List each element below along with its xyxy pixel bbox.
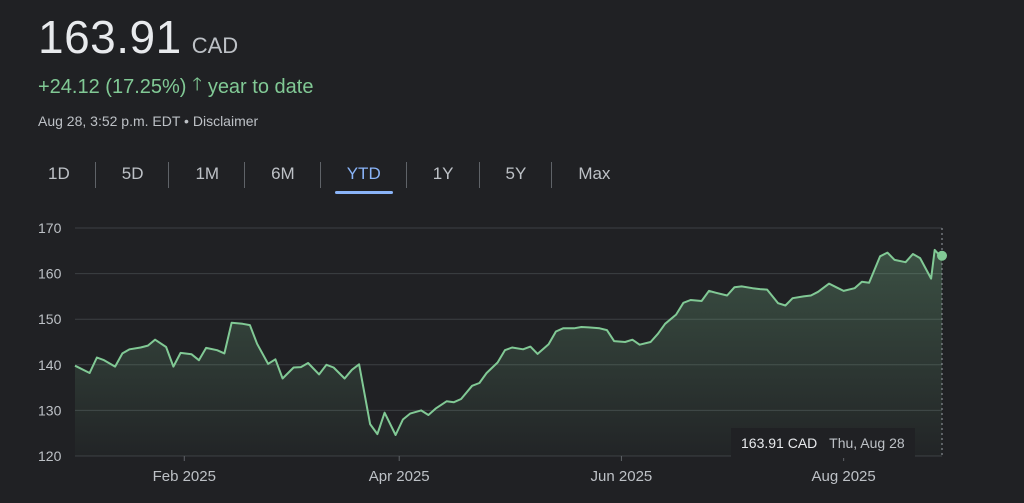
tab-ytd[interactable]: YTD <box>321 156 407 196</box>
tab-6m[interactable]: 6M <box>245 156 321 196</box>
tab-label: 1M <box>195 164 220 183</box>
quote-timestamp: Aug 28, 3:52 p.m. EDT <box>38 113 181 129</box>
x-tick-label: Feb 2025 <box>153 468 216 485</box>
tab-label: 1Y <box>432 164 454 183</box>
active-tab-indicator <box>334 191 393 194</box>
current-price: 163.91 <box>38 11 182 63</box>
y-tick-label: 140 <box>38 357 62 373</box>
y-tick-label: 130 <box>38 402 62 418</box>
tab-5d[interactable]: 5D <box>96 156 170 196</box>
disclaimer-link[interactable]: Disclaimer <box>192 113 259 129</box>
range-tabs: 1D 5D 1M 6M YTD 1Y 5Y Max <box>22 156 636 196</box>
price-chart[interactable]: 120 130 140 150 160 170 Feb 2025 Apr 2025 Jun 20… <box>0 210 1024 503</box>
meta-separator: • <box>184 113 189 129</box>
tab-label: 5Y <box>505 164 527 183</box>
price-header: 163.91 CAD <box>38 10 238 64</box>
tab-1d[interactable]: 1D <box>22 156 96 196</box>
x-tick-label: Aug 2025 <box>812 468 876 485</box>
tab-max[interactable]: Max <box>552 156 636 196</box>
last-point-marker <box>937 250 947 261</box>
arrow-up-icon: 🡑 <box>192 74 202 94</box>
price-area-fill <box>75 249 942 456</box>
tab-label: 6M <box>271 164 295 183</box>
tab-1y[interactable]: 1Y <box>407 156 480 196</box>
change-period: year to date <box>207 75 314 98</box>
y-tick-label: 120 <box>38 448 62 464</box>
x-tick-label: Apr 2025 <box>369 468 430 485</box>
tooltip-date: Thu, Aug 28 <box>829 435 905 451</box>
tab-label: Max <box>578 164 611 183</box>
tab-label: 5D <box>121 164 144 183</box>
x-tick-label: Jun 2025 <box>591 468 653 485</box>
y-tick-label: 160 <box>38 266 62 282</box>
tab-1m[interactable]: 1M <box>169 156 245 196</box>
tab-label: 1D <box>48 164 70 183</box>
price-change: +24.12 (17.25%) <box>38 75 187 98</box>
tooltip-value: 163.91 CAD <box>741 435 818 451</box>
tab-label: YTD <box>346 164 381 183</box>
quote-meta: Aug 28, 3:52 p.m. EDT • Disclaimer <box>38 113 258 129</box>
currency-label: CAD <box>191 33 239 58</box>
y-tick-label: 150 <box>38 311 62 327</box>
price-change-row: +24.12 (17.25%) 🡑 year to date <box>38 72 313 102</box>
price-line <box>74 248 943 436</box>
tab-5y[interactable]: 5Y <box>480 156 553 196</box>
chart-tooltip: 163.91 CAD Thu, Aug 28 <box>731 428 915 458</box>
y-tick-label: 170 <box>38 220 62 236</box>
